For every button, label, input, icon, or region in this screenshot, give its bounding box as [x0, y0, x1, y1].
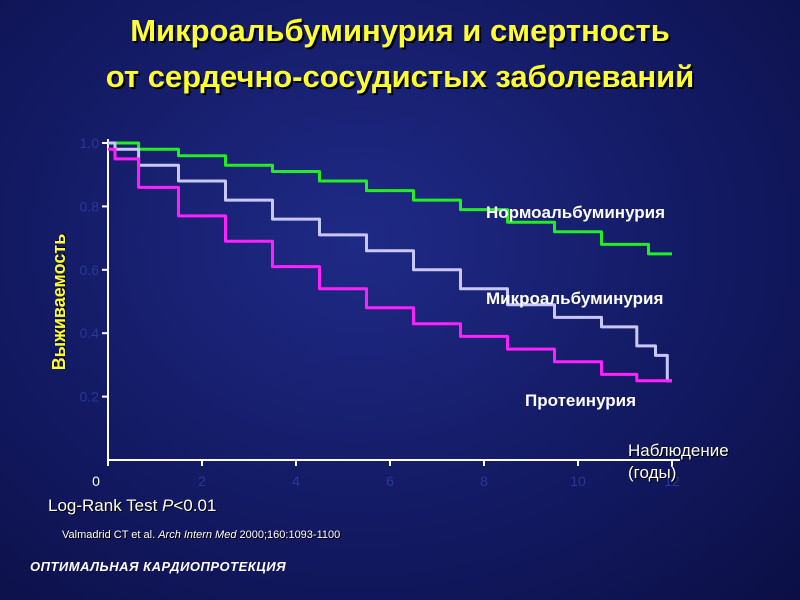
x-tick-label: 2 [198, 473, 206, 489]
x-axis-title-line-2: (годы) [628, 463, 677, 482]
page-title: Микроальбуминурия и смертность от сердеч… [0, 8, 800, 100]
y-tick-label: 0.8 [80, 198, 100, 214]
citation-authors: Valmadrid CT et al. [62, 529, 159, 541]
x-tick-label: 6 [386, 473, 394, 489]
title-line-2: от сердечно-сосудистых заболеваний [105, 59, 695, 94]
y-axis-label: Выживаемость [49, 233, 69, 371]
x-tick-label: 8 [480, 473, 488, 489]
series-label: Микроальбуминурия [486, 289, 663, 308]
y-tick-label: 1.0 [80, 135, 100, 151]
x-axis-title-line-1: Наблюдение [628, 441, 729, 460]
title-line-1: Микроальбуминурия и смертность [130, 13, 670, 48]
series-labels: Нормоальбуминурия Микроальбуминурия Протеи… [486, 203, 665, 410]
series-line [108, 147, 672, 383]
series-label: Нормоальбуминурия [486, 203, 665, 222]
log-rank-label: Log-Rank Test [48, 496, 163, 515]
citation: Valmadrid CT et al. Arch Intern Med 2000… [62, 529, 340, 541]
x-tick-label: 0 [92, 473, 100, 489]
y-tick-label: 0.2 [80, 389, 100, 405]
series-line [108, 141, 672, 383]
footer-tagline: ОПТИМАЛЬНАЯ КАРДИОПРОТЕКЦИЯ [30, 559, 287, 574]
x-tick-label: 12 [664, 473, 680, 489]
chart-axes: 0.2 0.4 0.6 0.8 1.0 0 2 4 6 8 10 12 [80, 135, 680, 489]
series-line [108, 141, 672, 256]
log-rank-value: <0.01 [173, 496, 217, 515]
y-tick-label: 0.4 [80, 325, 100, 341]
citation-details: 2000;160:1093-1100 [236, 529, 341, 541]
log-rank-p: P [162, 496, 174, 515]
log-rank-annotation: Log-Rank Test P<0.01 [48, 496, 216, 516]
x-axis-title: Наблюдение (годы) [628, 440, 729, 484]
y-tick-label: 0.6 [80, 262, 100, 278]
chart-series [108, 141, 672, 383]
series-label: Протеинурия [525, 391, 636, 410]
x-tick-label: 10 [570, 473, 586, 489]
citation-journal: Arch Intern Med [158, 529, 237, 541]
x-tick-label: 4 [292, 473, 300, 489]
